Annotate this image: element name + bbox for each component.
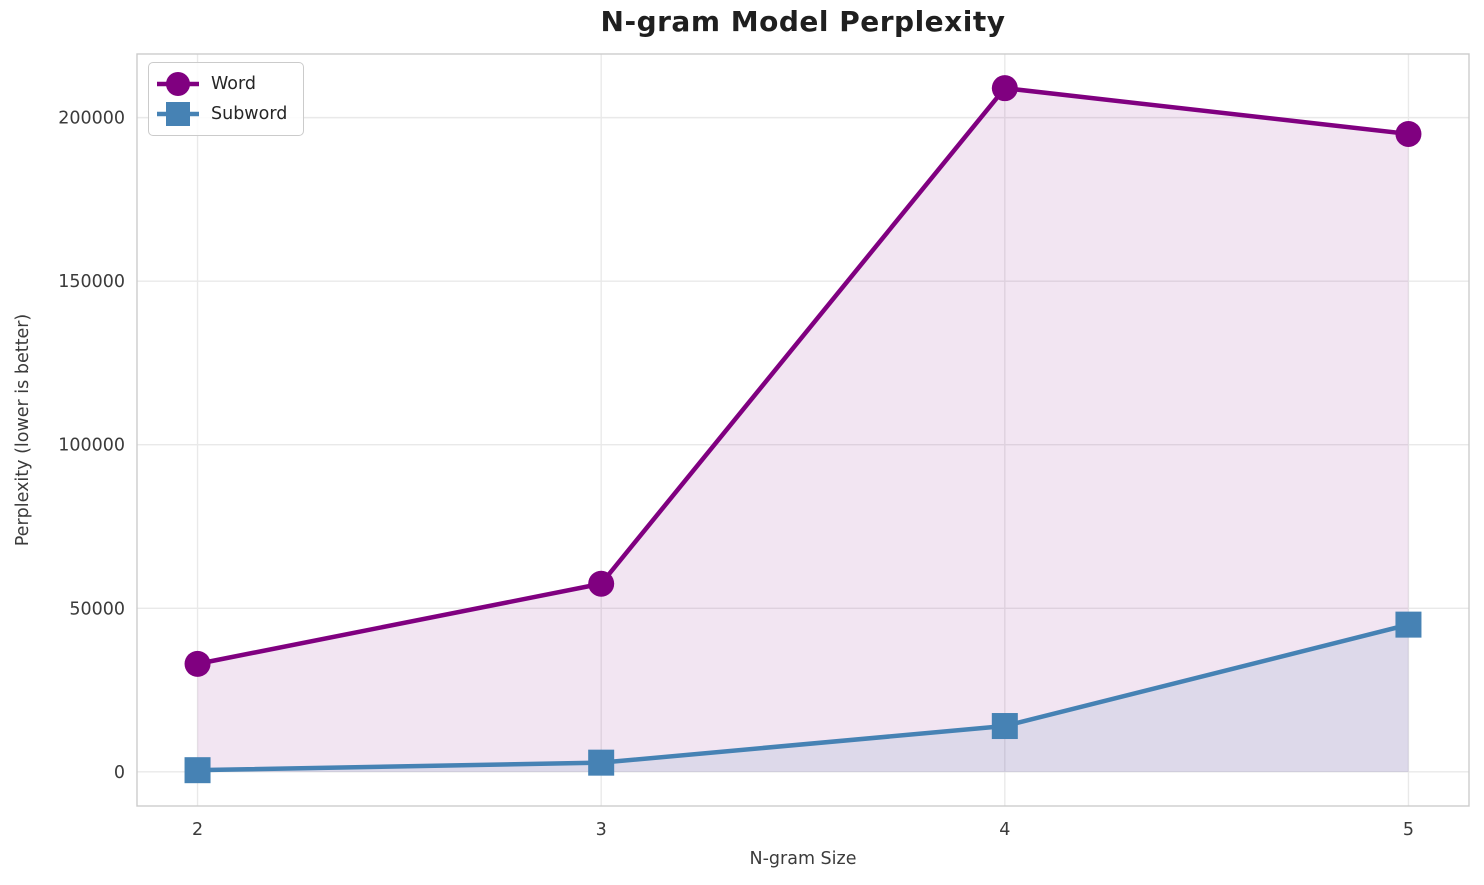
word-legend-marker-icon: [157, 72, 199, 96]
y-tick-label: 200000: [58, 109, 125, 129]
subword-data-point-marker: [588, 749, 615, 776]
word-line: [197, 85, 1409, 667]
word-series: [184, 75, 1422, 772]
subword-data-point-marker: [1395, 611, 1422, 638]
x-tick-label: 4: [999, 820, 1010, 840]
word-data-point-marker: [1395, 120, 1422, 147]
word-data-point-marker: [588, 570, 615, 597]
word-data-point-marker: [184, 650, 211, 677]
subword-legend-marker-icon: [157, 102, 199, 126]
y-tick-label: 150000: [58, 272, 125, 292]
legend-item-subword: Subword: [155, 99, 287, 129]
legend: Word Subword: [148, 62, 305, 136]
word-fill-area: [197, 88, 1409, 772]
x-tick-label: 2: [192, 820, 203, 840]
x-tick-label: 5: [1403, 820, 1414, 840]
legend-label-word: Word: [211, 74, 256, 94]
y-tick-label: 100000: [58, 436, 125, 456]
subword-series: [184, 611, 1422, 784]
tick-labels: 0 50000 100000 150000 200000 2 3 4 5: [58, 109, 1414, 840]
subword-line: [197, 622, 1410, 773]
word-data-point-marker: [991, 75, 1018, 102]
x-axis-label: N-gram Size: [749, 849, 857, 869]
legend-label-subword: Subword: [211, 104, 288, 124]
gridlines: [137, 54, 1469, 806]
subword-data-point-marker: [991, 713, 1018, 740]
subword-data-point-marker: [184, 757, 211, 784]
plot-border: [136, 53, 1470, 807]
subword-fill-area: [197, 624, 1409, 772]
legend-item-word: Word: [155, 69, 287, 99]
y-tick-label: 0: [114, 763, 125, 783]
y-axis-label: Perplexity (lower is better): [13, 313, 33, 547]
chart-title: N-gram Model Perplexity: [600, 5, 1006, 38]
y-tick-label: 50000: [69, 599, 125, 619]
x-tick-label: 3: [596, 820, 607, 840]
